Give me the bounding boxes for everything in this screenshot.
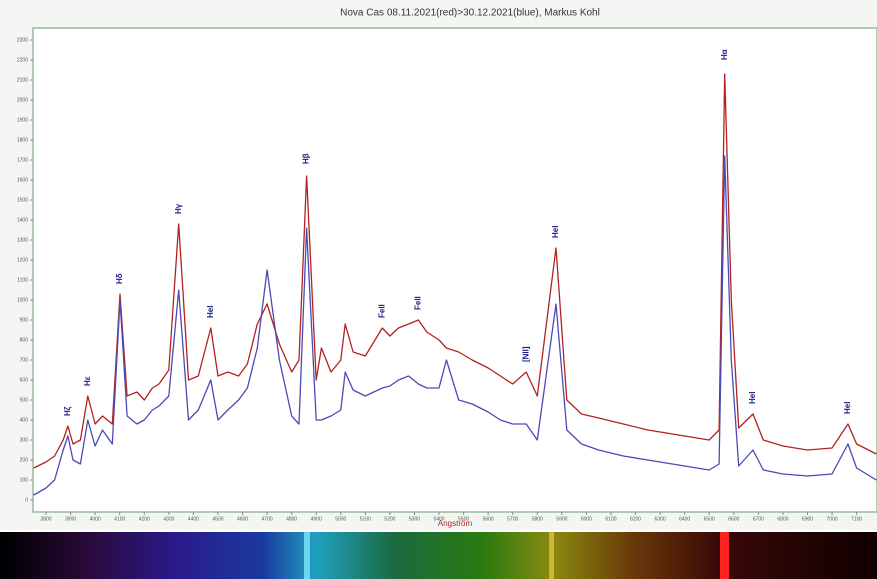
line-annotation: Hε [83, 376, 92, 386]
x-tick-label: 4600 [237, 516, 248, 522]
spectrum-line [720, 532, 729, 579]
y-tick-label: 900 [20, 317, 29, 323]
x-tick-label: 5700 [507, 516, 518, 522]
y-tick-label: 1400 [17, 217, 28, 223]
y-tick-label: 1300 [17, 237, 28, 243]
y-tick-label: 1700 [17, 157, 28, 163]
x-tick-label: 5100 [360, 516, 371, 522]
line-annotation: FeII [377, 304, 386, 318]
line-annotation: Hα [720, 49, 729, 60]
spectrum-line [33, 155, 877, 496]
x-tick-label: 4200 [139, 516, 150, 522]
spectrum-strip [0, 532, 877, 579]
y-tick-label: 600 [20, 377, 29, 383]
y-tick-label: 1900 [17, 117, 28, 123]
y-tick-label: 1800 [17, 137, 28, 143]
y-tick-label: 1100 [17, 277, 28, 283]
x-tick-label: 5200 [384, 516, 395, 522]
x-tick-label: 6100 [605, 516, 616, 522]
y-tick-label: 1000 [17, 297, 28, 303]
x-tick-label: 5600 [483, 516, 494, 522]
line-annotation: HeI [206, 306, 215, 318]
x-tick-label: 4500 [212, 516, 223, 522]
spectrum-line [33, 73, 877, 469]
y-tick-label: 700 [20, 357, 29, 363]
y-tick-label: 300 [20, 437, 29, 443]
x-axis-label: Angström [438, 519, 473, 528]
x-tick-label: 3800 [40, 516, 51, 522]
y-tick-label: 2100 [17, 77, 28, 83]
spectrum-line [549, 532, 554, 579]
x-tick-label: 4900 [311, 516, 322, 522]
x-tick-label: 4000 [90, 516, 101, 522]
x-tick-label: 6600 [728, 516, 739, 522]
x-tick-label: 6800 [777, 516, 788, 522]
x-tick-label: 6300 [655, 516, 666, 522]
x-tick-label: 4300 [163, 516, 174, 522]
x-tick-label: 7000 [826, 516, 837, 522]
y-tick-label: 1200 [17, 257, 28, 263]
line-annotation: Hβ [302, 153, 311, 164]
y-tick-label: 2000 [17, 97, 28, 103]
x-tick-label: 5900 [556, 516, 567, 522]
x-tick-label: 5400 [433, 516, 444, 522]
y-tick-label: 100 [20, 477, 29, 483]
plot: 0 100 200 300 400 500 600 700 800 900 1000 1100 1200… [17, 37, 877, 522]
x-tick-label: 6200 [630, 516, 641, 522]
line-annotation: [NII] [521, 346, 530, 362]
x-tick-label: 6700 [753, 516, 764, 522]
y-tick-label: 200 [20, 457, 29, 463]
x-tick-label: 4100 [114, 516, 125, 522]
y-tick-label: 2300 [17, 37, 28, 43]
x-tick-label: 6400 [679, 516, 690, 522]
y-tick-label: 1600 [17, 177, 28, 183]
y-tick-label: 800 [20, 337, 29, 343]
x-tick-label: 5500 [458, 516, 469, 522]
spectrum-line [304, 532, 310, 579]
x-tick-label: 3900 [65, 516, 76, 522]
y-tick-label: 0 [25, 497, 28, 503]
x-tick-label: 5800 [532, 516, 543, 522]
line-annotation: Hζ [63, 406, 72, 416]
x-tick-label: 6000 [581, 516, 592, 522]
line-annotation: Hδ [115, 273, 124, 284]
line-annotation: HeI [551, 226, 560, 238]
x-tick-label: 4400 [188, 516, 199, 522]
y-tick-label: 2200 [17, 57, 28, 63]
line-annotation: HeI [843, 402, 852, 414]
x-tick-label: 6900 [802, 516, 813, 522]
y-tick-label: 500 [20, 397, 29, 403]
line-annotation: FeII [414, 296, 423, 310]
chart-title: Nova Cas 08.11.2021(red)>30.12.2021(blue… [340, 8, 600, 19]
line-annotation: HeI [748, 392, 757, 404]
line-annotation: Hγ [174, 203, 183, 214]
x-tick-label: 6500 [704, 516, 715, 522]
x-tick-label: 5000 [335, 516, 346, 522]
x-tick-label: 7100 [851, 516, 862, 522]
x-tick-label: 4800 [286, 516, 297, 522]
x-tick-label: 4700 [262, 516, 273, 522]
y-tick-label: 1500 [17, 197, 28, 203]
plot-area [32, 27, 877, 513]
y-tick-label: 400 [20, 417, 29, 423]
x-tick-label: 5300 [409, 516, 420, 522]
